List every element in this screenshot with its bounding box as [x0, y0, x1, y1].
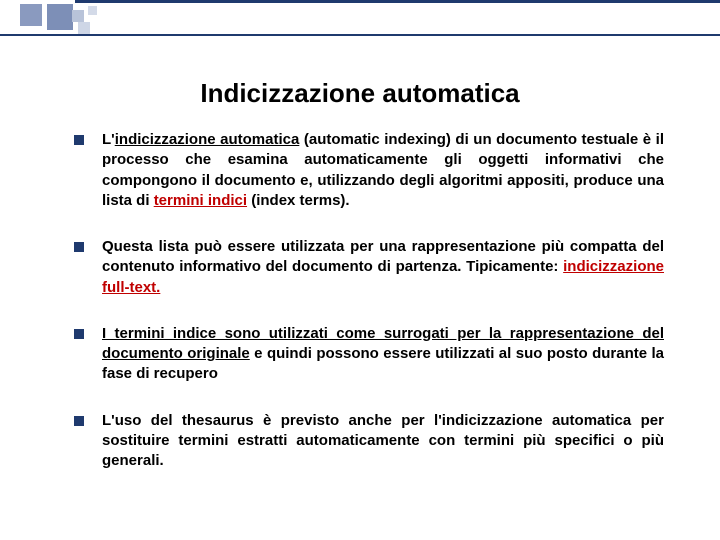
header-decoration	[0, 0, 720, 36]
list-item: Questa lista può essere utilizzata per u…	[74, 237, 664, 298]
deco-square	[72, 10, 84, 22]
bullet-text: Questa lista può essere utilizzata per u…	[102, 237, 664, 298]
deco-square	[20, 4, 42, 26]
bullet-icon	[74, 329, 84, 339]
content-area: L'indicizzazione automatica (automatic i…	[74, 130, 664, 497]
deco-square	[88, 6, 97, 15]
page-title: Indicizzazione automatica	[0, 78, 720, 109]
list-item: L'indicizzazione automatica (automatic i…	[74, 130, 664, 211]
header-line-top	[75, 0, 720, 3]
header-line-bottom	[0, 34, 720, 36]
deco-square	[47, 4, 73, 30]
bullet-icon	[74, 416, 84, 426]
list-item: I termini indice sono utilizzati come su…	[74, 324, 664, 385]
bullet-icon	[74, 242, 84, 252]
bullet-text: I termini indice sono utilizzati come su…	[102, 324, 664, 385]
bullet-text: L'uso del thesaurus è previsto anche per…	[102, 411, 664, 472]
list-item: L'uso del thesaurus è previsto anche per…	[74, 411, 664, 472]
bullet-icon	[74, 135, 84, 145]
deco-square	[78, 22, 90, 34]
bullet-text: L'indicizzazione automatica (automatic i…	[102, 130, 664, 211]
